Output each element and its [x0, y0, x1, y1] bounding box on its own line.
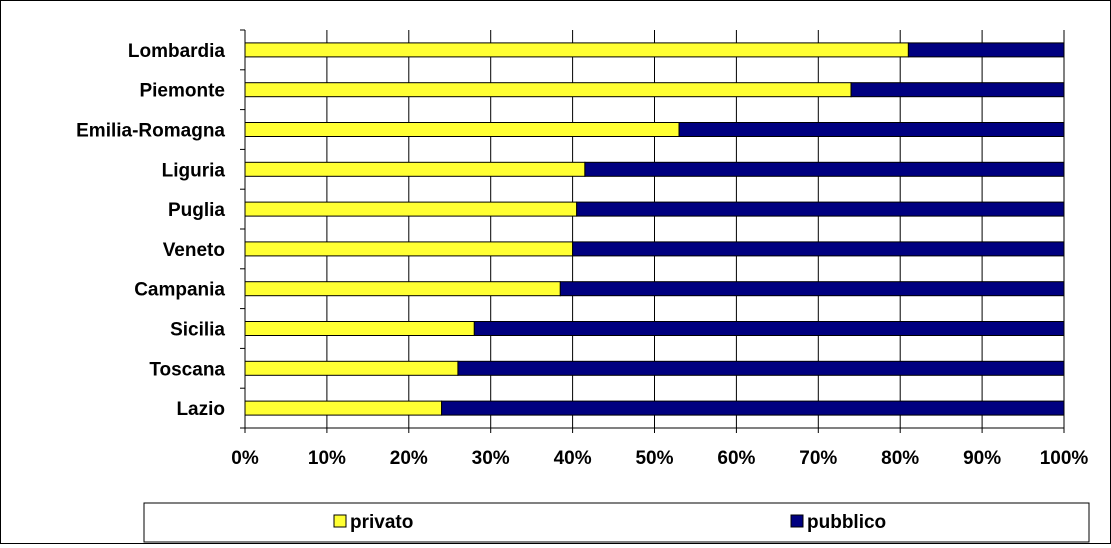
category-label: Toscana: [149, 359, 225, 380]
category-label: Emilia-Romagna: [76, 121, 225, 142]
bar-segment-privato: [244, 360, 459, 376]
category-label: Piemonte: [139, 81, 225, 102]
bar-segment-privato: [244, 400, 443, 416]
bar-segment-pubblico: [559, 281, 1065, 297]
axis-layer: 0% 10% 20% 30% 40% 50% 60% 70% 80% 90% 100% Lombard…: [76, 29, 1089, 469]
x-tick-label: 10%: [308, 448, 346, 469]
category-label: Liguria: [162, 160, 226, 181]
category-label: Campania: [134, 280, 225, 301]
bar-segment-privato: [244, 122, 680, 137]
legend: privato pubblico: [143, 502, 1090, 543]
bars-layer: [244, 42, 1065, 416]
bar-segment-pubblico: [473, 321, 1065, 336]
bar-segment-privato: [244, 42, 909, 58]
x-tick-label: 90%: [963, 448, 1001, 469]
category-label: Lombardia: [128, 41, 226, 62]
legend-label-privato: privato: [350, 512, 413, 533]
bar-segment-privato: [244, 161, 586, 177]
bar-segment-privato: [244, 281, 561, 297]
x-tick-label: 80%: [881, 448, 919, 469]
bar-segment-privato: [244, 321, 475, 336]
bar-segment-pubblico: [584, 161, 1065, 177]
x-tick-label: 60%: [717, 448, 755, 469]
category-label: Sicilia: [170, 320, 225, 341]
x-tick-label: 30%: [472, 448, 510, 469]
category-label: Veneto: [163, 240, 225, 261]
x-tick-label: 50%: [635, 448, 673, 469]
bar-segment-pubblico: [572, 241, 1065, 257]
bar-segment-privato: [244, 241, 574, 257]
category-label: Lazio: [176, 399, 225, 420]
x-tick-label: 70%: [799, 448, 837, 469]
legend-swatch-pubblico: [790, 514, 804, 528]
bar-segment-pubblico: [678, 122, 1065, 137]
bar-segment-pubblico: [850, 82, 1065, 98]
category-label: Puglia: [168, 200, 225, 221]
bar-segment-pubblico: [457, 360, 1065, 376]
bar-segment-pubblico: [441, 400, 1065, 416]
bar-segment-privato: [244, 201, 578, 217]
bar-segment-privato: [244, 82, 852, 98]
legend-swatch-privato: [333, 514, 347, 528]
legend-label-pubblico: pubblico: [807, 512, 886, 533]
x-tick-label: 40%: [554, 448, 592, 469]
x-tick-label: 20%: [390, 448, 428, 469]
x-tick-label: 100%: [1040, 448, 1089, 469]
bar-segment-pubblico: [907, 42, 1065, 58]
bar-segment-pubblico: [576, 201, 1065, 217]
legend-box: [143, 502, 1090, 543]
x-tick-label: 0%: [231, 448, 259, 469]
